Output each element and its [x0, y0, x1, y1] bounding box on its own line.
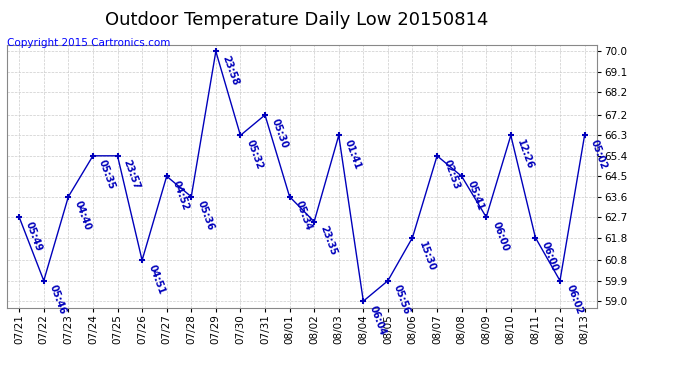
Text: 05:41: 05:41 — [466, 179, 486, 212]
Text: 05:02: 05:02 — [589, 138, 609, 171]
Text: 05:56: 05:56 — [392, 284, 412, 316]
Text: 23:58: 23:58 — [220, 54, 240, 87]
Text: 04:51: 04:51 — [146, 263, 166, 296]
Text: 23:57: 23:57 — [121, 159, 141, 191]
Text: 06:00: 06:00 — [491, 220, 511, 252]
Text: 06:02: 06:02 — [564, 284, 584, 316]
Text: 12:26: 12:26 — [515, 138, 535, 171]
Text: 05:46: 05:46 — [48, 284, 68, 316]
Text: Temperature (°F): Temperature (°F) — [489, 22, 591, 32]
Text: Copyright 2015 Cartronics.com: Copyright 2015 Cartronics.com — [7, 38, 170, 48]
Text: 05:32: 05:32 — [244, 138, 264, 171]
Text: 15:30: 15:30 — [417, 240, 437, 273]
Text: 06:00: 06:00 — [540, 240, 560, 273]
Text: 04:52: 04:52 — [171, 179, 191, 212]
Text: 05:34: 05:34 — [294, 200, 314, 232]
Text: 05:49: 05:49 — [23, 220, 43, 252]
Text: 04:40: 04:40 — [72, 200, 92, 232]
Text: 06:04: 06:04 — [368, 304, 388, 336]
Text: 05:36: 05:36 — [195, 200, 215, 232]
Text: 05:30: 05:30 — [269, 118, 289, 150]
Text: 23:35: 23:35 — [318, 225, 338, 257]
Text: 05:35: 05:35 — [97, 159, 117, 191]
Text: Outdoor Temperature Daily Low 20150814: Outdoor Temperature Daily Low 20150814 — [105, 11, 489, 29]
Text: 01:41: 01:41 — [343, 138, 363, 171]
Text: 02:53: 02:53 — [441, 159, 461, 191]
